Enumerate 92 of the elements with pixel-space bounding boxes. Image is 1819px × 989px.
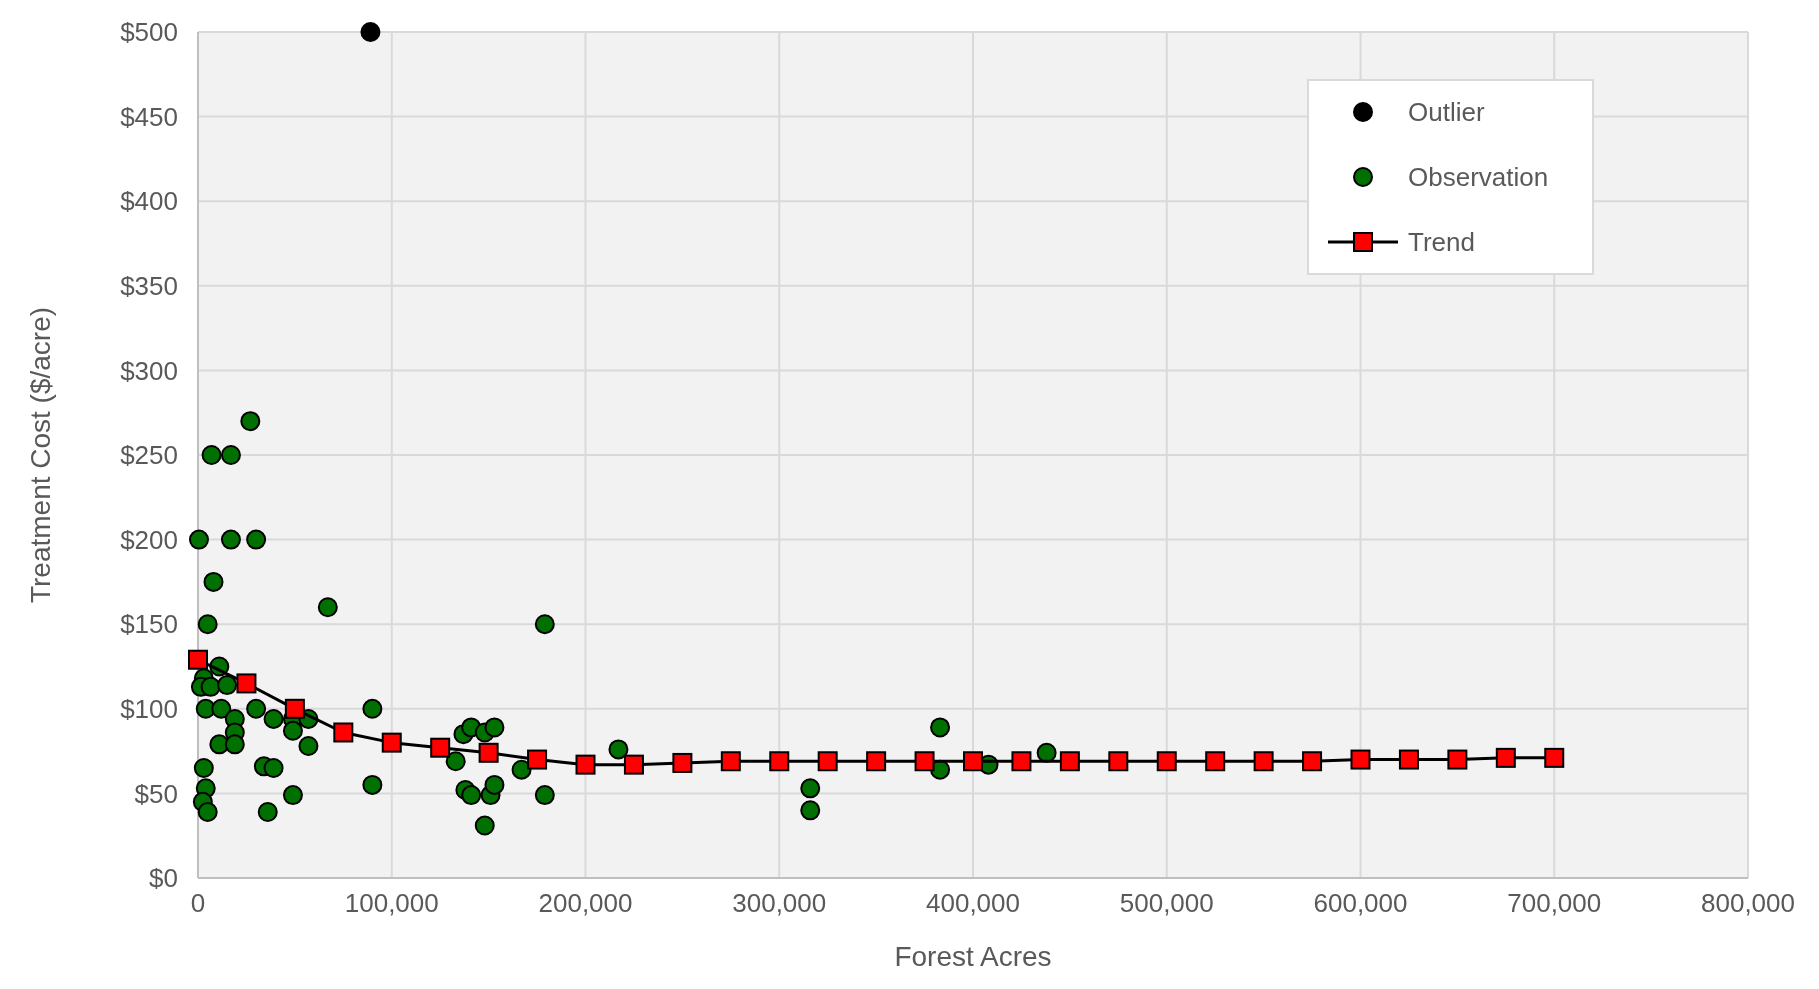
x-tick-label: 100,000 (344, 888, 439, 918)
point (817, 751, 838, 772)
point (534, 614, 555, 635)
point (511, 759, 532, 780)
point (866, 751, 887, 772)
point (800, 778, 821, 799)
x-tick-label: 0 (190, 888, 206, 918)
point (484, 774, 505, 795)
point (284, 698, 305, 719)
legend-label: Observation (1408, 162, 1549, 193)
point (193, 758, 214, 779)
point (224, 734, 245, 755)
point (263, 758, 284, 779)
point (240, 411, 261, 432)
x-tick-label: 600,000 (1313, 888, 1408, 918)
legend-label: Outlier (1408, 97, 1485, 128)
point (1253, 751, 1274, 772)
y-tick-label: $350 (120, 270, 178, 301)
point (1156, 751, 1177, 772)
point (1108, 751, 1129, 772)
point (333, 722, 354, 743)
point (527, 749, 548, 770)
point (1495, 747, 1516, 768)
y-tick-label: $0 (149, 863, 178, 894)
point (461, 785, 482, 806)
y-tick-label: $450 (120, 101, 178, 132)
point (188, 649, 208, 670)
point (197, 614, 218, 635)
point (257, 802, 278, 823)
point (1059, 751, 1080, 772)
point (1398, 749, 1419, 770)
y-tick-label: $150 (120, 609, 178, 640)
x-tick-label: 200,000 (538, 888, 633, 918)
point (197, 802, 218, 823)
y-axis-title: Treatment Cost ($/acre) (25, 306, 56, 604)
x-tick-label: 500,000 (1119, 888, 1214, 918)
point (1036, 742, 1057, 763)
y-tick-label: $100 (120, 693, 178, 724)
x-tick-label: 800,000 (1701, 888, 1795, 918)
point (534, 785, 555, 806)
point (930, 717, 951, 738)
point (484, 717, 505, 738)
point (211, 698, 232, 719)
point (203, 571, 224, 592)
point (263, 708, 284, 729)
point (1011, 751, 1032, 772)
point (800, 800, 821, 821)
x-tick-label: 700,000 (1507, 888, 1602, 918)
x-axis-title: Forest Acres (894, 941, 1052, 972)
y-tick-label: $400 (120, 186, 178, 217)
point (608, 739, 629, 760)
x-tick-label: 400,000 (926, 888, 1020, 918)
y-tick-label: $250 (120, 440, 178, 471)
point (1350, 749, 1371, 770)
point (282, 720, 303, 741)
point (188, 529, 209, 550)
y-tick-label: $500 (120, 17, 178, 48)
point (317, 597, 338, 618)
point (381, 732, 402, 753)
point (220, 445, 241, 465)
point (217, 675, 238, 696)
point (914, 751, 935, 772)
point (1205, 751, 1226, 772)
point (672, 752, 693, 773)
point (246, 698, 267, 719)
point (220, 529, 241, 550)
point (298, 736, 319, 757)
point (236, 673, 257, 694)
point (623, 754, 644, 775)
point (362, 774, 383, 795)
point (769, 751, 790, 772)
y-tick-label: $200 (120, 524, 178, 555)
point (575, 754, 596, 775)
point (200, 676, 221, 697)
point (430, 737, 451, 758)
point (1447, 749, 1468, 770)
point (720, 751, 741, 772)
point (360, 22, 381, 42)
x-tick-label: 300,000 (732, 888, 827, 918)
point (246, 529, 267, 550)
point (445, 751, 466, 772)
point (963, 751, 983, 772)
point (478, 742, 499, 763)
point (1302, 751, 1323, 772)
legend-label: Trend (1408, 227, 1475, 258)
point (201, 445, 222, 465)
point (1544, 747, 1565, 768)
point (282, 785, 303, 806)
y-tick-label: $50 (134, 778, 178, 809)
point (474, 815, 495, 836)
y-tick-label: $300 (120, 355, 178, 386)
point (362, 698, 383, 719)
